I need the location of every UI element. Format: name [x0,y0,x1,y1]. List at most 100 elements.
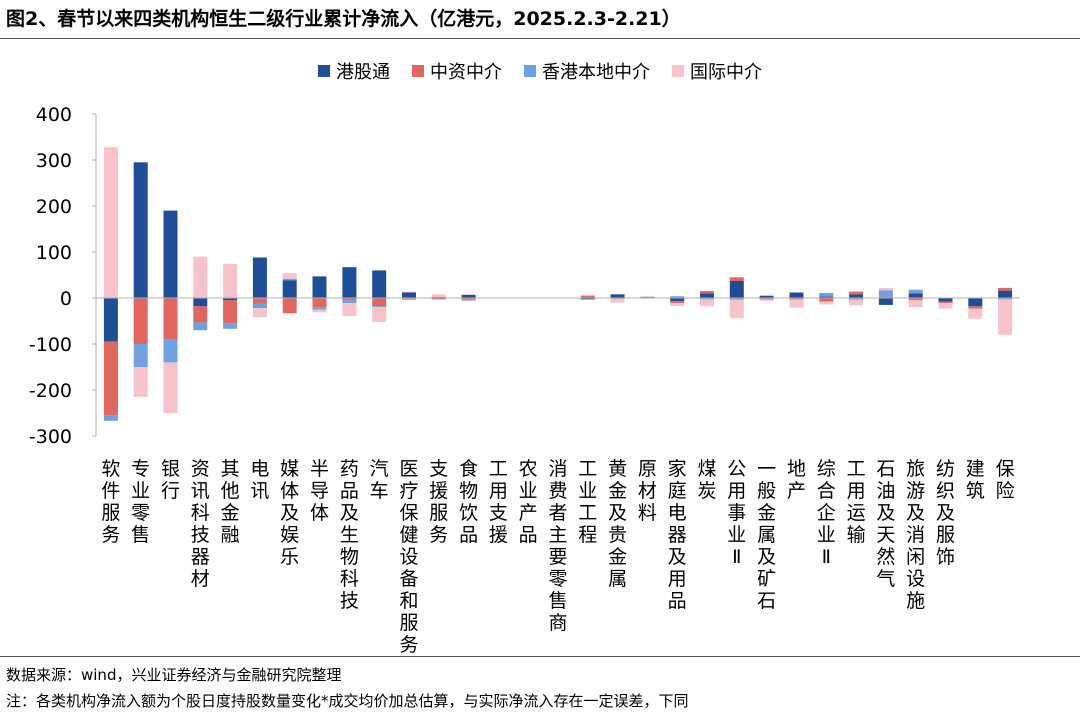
bar-chinese-broker [938,301,953,304]
bar-intl-broker [133,367,148,397]
legend-label: 港股通 [336,62,390,83]
bar-chinese-broker [759,298,774,300]
x-tick-label: 一般金属及矿石 [757,458,777,612]
footer-divider [0,656,1080,657]
x-tick-label: 原材料 [637,458,657,524]
bar-hk-local-broker [461,299,476,301]
bar-chinese-broker [998,287,1013,291]
x-tick-label: 工业工程 [578,458,598,546]
x-tick-label: 药品及生物科技 [339,458,359,612]
y-tick-label: 100 [36,242,72,264]
bar-hk-connect [998,290,1013,298]
bar-chinese-broker [312,298,327,308]
footnote: 注：各类机构净流入额为个股日度持股数量变化*成交均价加总估算，与实际净流入存在一… [6,692,689,710]
x-tick-label: 公用事业Ⅱ [727,458,747,568]
bar-hk-connect [610,294,625,298]
bar-chinese-broker [103,341,118,416]
chart-title: 图2、春节以来四类机构恒生二级行业累计净流入（亿港元，2025.2.3-2.21… [6,8,681,30]
bar-hk-connect [968,298,983,307]
bar-intl-broker [252,308,267,318]
bar-chinese-broker [193,306,208,323]
bar-hk-local-broker [402,298,416,300]
bar-hk-connect [312,276,327,298]
bar-hk-connect [193,298,208,307]
bar-intl-broker [163,362,178,413]
x-tick-label: 综合企业Ⅱ [816,458,836,568]
bar-chinese-broker [819,298,834,302]
x-tick-label: 建筑 [965,458,985,502]
x-tick-label: 黄金及贵金属 [608,458,628,590]
bar-chinese-broker [878,296,893,298]
bar-hk-local-broker [372,306,387,308]
x-tick-label: 支援服务 [429,458,449,546]
bar-intl-broker [640,296,655,298]
x-tick-label: 其他金融 [220,458,240,546]
bar-hk-local-broker [223,323,238,329]
bar-hk-local-broker [729,298,744,300]
bar-hk-connect [133,162,148,298]
bar-hk-connect [580,298,595,300]
bar-hk-local-broker [163,339,178,363]
bar-intl-broker [461,300,476,302]
x-tick-label: 农业产品 [518,458,538,546]
bar-chinese-broker [700,291,714,294]
x-tick-label: 资讯科技器材 [190,458,210,590]
bar-intl-broker [938,303,953,309]
y-tick-label: 400 [36,104,72,126]
bar-hk-connect [402,292,416,298]
legend: 港股通 中资中介 香港本地中介 国际中介 [0,58,1080,84]
x-tick-label: 银行 [160,458,180,502]
bar-chinese-broker [372,298,387,307]
bar-intl-broker [729,299,744,319]
bar-hk-connect [819,296,834,298]
bar-intl-broker [998,299,1013,335]
x-tick-label: 工用运输 [846,458,866,546]
bar-intl-broker [610,298,625,303]
bar-intl-broker [312,309,327,313]
bar-hk-local-broker [998,298,1013,300]
x-tick-label: 媒体及娱乐 [280,458,300,568]
x-tick-label: 纺织及服饰 [935,458,955,568]
x-tick-label: 电讯 [250,458,270,502]
bar-hk-connect [252,257,267,298]
bar-chinese-broker [282,298,297,314]
bar-hk-connect [342,267,357,298]
x-tick-label: 医疗保健设备和服务 [399,458,419,656]
bar-hk-connect [223,298,238,301]
bar-intl-broker [223,264,238,298]
bar-hk-connect [461,294,476,298]
legend-label: 中资中介 [430,62,502,83]
y-tick-label: 300 [36,150,72,172]
x-tick-label: 消费者主要零售商 [548,458,568,634]
y-tick-label: 200 [36,196,72,218]
bar-hk-local-broker [193,322,208,331]
bar-hk-local-broker [282,278,297,281]
legend-swatch [412,65,424,77]
bar-hk-local-broker [878,290,893,297]
bar-hk-connect [729,281,744,298]
bar-hk-connect [103,298,118,342]
y-tick-label: -200 [29,380,72,402]
bar-hk-local-broker [849,298,864,300]
bar-intl-broker [849,299,864,306]
title-divider [0,38,1080,39]
bar-hk-local-broker [342,300,357,304]
bar-hk-local-broker [312,307,327,310]
y-tick-label: 0 [60,288,72,310]
bar-intl-broker [789,299,804,308]
x-tick-label: 食物饮品 [459,458,479,546]
bar-intl-broker [402,291,416,293]
bar-chinese-broker [342,298,357,301]
legend-item-hk-connect: 港股通 [318,58,390,84]
bar-chinese-broker [968,306,983,309]
y-tick-label: -100 [29,334,72,356]
bar-intl-broker [968,308,983,319]
bar-hk-connect [372,270,387,298]
x-tick-label: 工用支援 [488,458,508,546]
legend-item-hk-local-broker: 香港本地中介 [524,58,650,84]
bar-hk-connect [700,293,714,298]
x-tick-label: 地产 [786,458,806,502]
legend-label: 国际中介 [690,62,762,83]
bar-chinese-broker [789,298,804,300]
bar-chinese-broker [223,300,238,324]
